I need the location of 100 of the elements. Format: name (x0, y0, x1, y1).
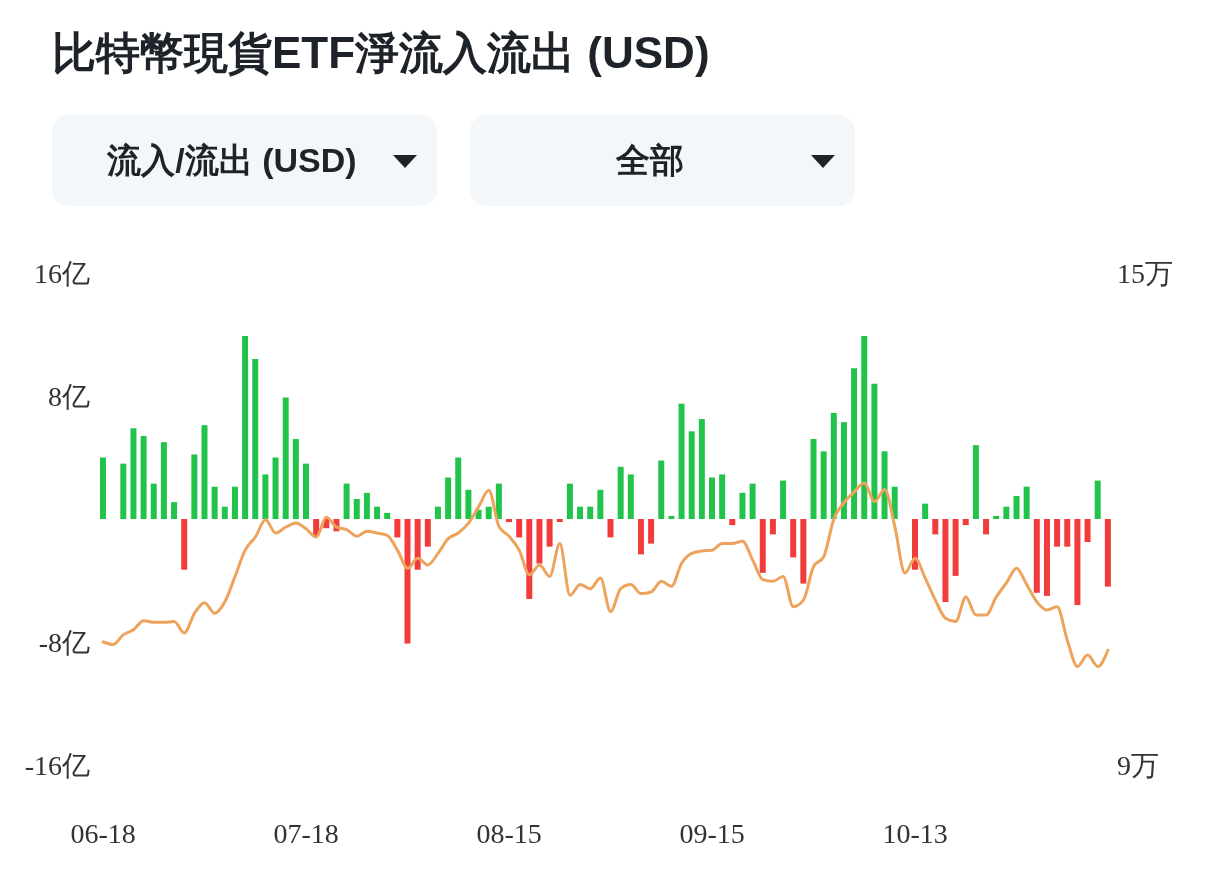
bar (729, 519, 736, 526)
line-series (101, 481, 1110, 669)
bar (282, 397, 289, 519)
bar (709, 477, 715, 519)
bar (861, 336, 868, 519)
x-tick-label: 09-15 (679, 817, 745, 849)
bar (100, 457, 106, 519)
bar (424, 519, 431, 547)
bar (1074, 519, 1081, 606)
bar (242, 336, 249, 519)
bar (546, 519, 553, 547)
bar (607, 519, 614, 538)
bar (637, 519, 644, 555)
bar (384, 512, 391, 519)
bar (658, 460, 665, 519)
bar (404, 519, 411, 644)
bar (922, 503, 929, 519)
bar (993, 515, 1000, 519)
bar (465, 489, 472, 519)
bar (627, 474, 634, 519)
bar (1084, 519, 1091, 543)
bar (414, 519, 421, 570)
dropdown: 流入/流出 (USD) (52, 115, 437, 206)
bar (252, 359, 259, 519)
bar (506, 519, 512, 523)
bar (495, 483, 502, 519)
bar (1043, 519, 1050, 596)
bar (1064, 519, 1071, 547)
bar (485, 506, 492, 519)
bar (171, 502, 178, 519)
bar (597, 489, 604, 519)
bar (617, 466, 624, 519)
bar (434, 506, 441, 519)
y-tick-label: -8亿 (38, 626, 90, 658)
bar (871, 383, 878, 519)
y-tick-label: -16亿 (24, 749, 90, 781)
bar (353, 499, 360, 519)
bar (201, 425, 208, 519)
y-tick-label: 16亿 (34, 257, 90, 289)
bar (891, 486, 898, 519)
bar (231, 486, 238, 519)
bar (678, 403, 685, 519)
bar (566, 483, 573, 519)
bar (150, 483, 157, 519)
x-tick-label: 08-15 (476, 817, 542, 849)
bar (851, 368, 858, 519)
bar (972, 445, 979, 519)
bar (830, 412, 837, 519)
x-tick-label: 07-18 (273, 817, 339, 849)
bar (698, 419, 705, 519)
bar (374, 506, 381, 519)
bar (536, 519, 543, 564)
bar (912, 519, 918, 570)
bar (759, 519, 766, 573)
bar (577, 506, 584, 519)
bar (394, 519, 401, 538)
bar (272, 457, 279, 519)
bar (1013, 495, 1020, 519)
bar (1033, 519, 1040, 593)
bar (840, 422, 847, 519)
x-tick-label: 06-18 (70, 817, 136, 849)
bar (983, 519, 990, 535)
bar (262, 474, 269, 519)
bar (648, 519, 655, 544)
bar (769, 519, 776, 535)
bar (688, 431, 695, 519)
bar (749, 483, 756, 519)
bar (211, 486, 218, 519)
bar (363, 492, 370, 519)
bar (556, 519, 563, 523)
bar (780, 480, 787, 519)
bar (130, 428, 137, 519)
bar (587, 506, 594, 519)
bar (191, 454, 198, 519)
bar (739, 492, 746, 519)
bar (1054, 519, 1061, 547)
dropdown: 全部 (470, 115, 855, 206)
y2-tick-label: 9万 (1117, 749, 1159, 781)
bar (140, 435, 147, 519)
y-tick-label: 8亿 (48, 380, 90, 412)
bar (303, 463, 309, 519)
bar (445, 477, 452, 519)
bar (719, 474, 726, 519)
bar (181, 519, 188, 570)
bar (820, 451, 827, 519)
bar (1023, 486, 1030, 519)
bar (475, 509, 482, 519)
x-tick-label: 10-13 (882, 817, 948, 849)
bar (962, 519, 969, 526)
bar (120, 463, 127, 519)
bar (343, 483, 350, 519)
bar (1003, 506, 1010, 519)
bar (800, 519, 807, 584)
bar (942, 519, 949, 603)
bar (790, 519, 797, 558)
y2-tick-label: 15万 (1117, 257, 1173, 289)
bar (810, 439, 817, 519)
bar (1094, 480, 1101, 519)
bar (932, 519, 939, 535)
bar (292, 439, 299, 519)
